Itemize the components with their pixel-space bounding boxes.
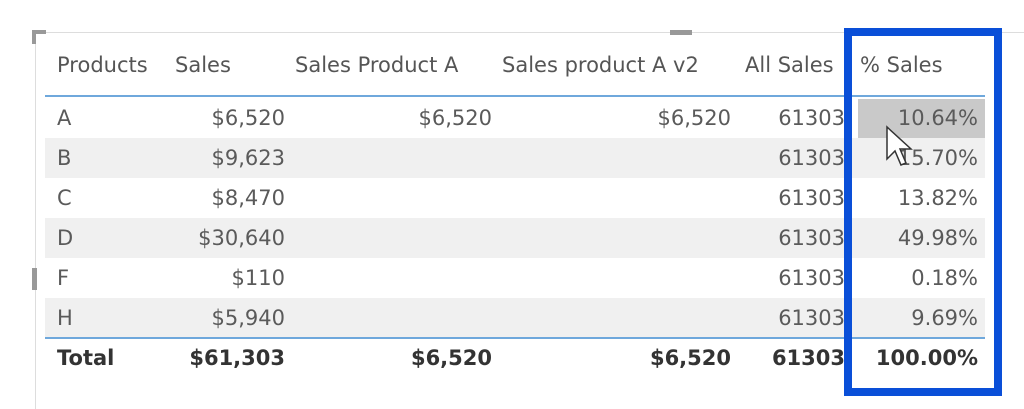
table-cell: $8,470 <box>211 186 285 210</box>
table-cell: $30,640 <box>198 226 285 250</box>
frame-handle <box>670 30 692 35</box>
visual-frame <box>35 32 1024 409</box>
highlight-box <box>844 28 1002 396</box>
table-cell: $110 <box>231 266 285 290</box>
mouse-cursor <box>886 125 913 166</box>
table-cell: 10.64% <box>897 106 978 130</box>
table-cell: 0.18% <box>911 266 978 290</box>
table-cell: A <box>57 106 72 130</box>
table-cell: $6,520 <box>418 106 492 130</box>
table-cell: 61303 <box>778 306 845 330</box>
total-cell: 61303 <box>771 346 845 370</box>
table-cell: 61303 <box>778 186 845 210</box>
table-cell: 61303 <box>778 266 845 290</box>
table-cell: 15.70% <box>897 146 978 170</box>
header-line <box>45 95 985 97</box>
total-cell: Total <box>57 346 115 370</box>
table-cell <box>295 258 492 298</box>
table-cell <box>502 258 731 298</box>
table-cell: 49.98% <box>897 226 978 250</box>
table-cell <box>502 178 731 218</box>
table-cell: C <box>57 186 72 210</box>
table-cell: $6,520 <box>657 106 731 130</box>
table-cell: 13.82% <box>897 186 978 210</box>
table-cell: B <box>57 146 72 170</box>
total-cell: 100.00% <box>875 346 978 370</box>
table-cell: 61303 <box>778 226 845 250</box>
table-cell: H <box>57 306 73 330</box>
column-header: All Sales <box>745 53 834 77</box>
table-cell <box>295 298 492 338</box>
row-band <box>45 298 985 338</box>
total-cell: $6,520 <box>410 346 492 370</box>
total-line <box>45 337 985 339</box>
table-cell <box>295 138 492 178</box>
table-cell: 61303 <box>778 146 845 170</box>
frame-corner <box>32 30 46 44</box>
table-cell: $9,623 <box>211 146 285 170</box>
selected-cell <box>858 99 985 138</box>
column-header: Sales <box>175 53 231 77</box>
column-header: Products <box>57 53 148 77</box>
table-cell <box>502 218 731 258</box>
table-cell <box>502 298 731 338</box>
table-cell: $6,520 <box>211 106 285 130</box>
row-band <box>45 138 985 178</box>
row-band <box>45 218 985 258</box>
total-cell: $61,303 <box>189 346 285 370</box>
table-cell: 61303 <box>778 106 845 130</box>
table-cell: $5,940 <box>211 306 285 330</box>
column-header: Sales Product A <box>295 53 459 77</box>
column-header: % Sales <box>860 53 943 77</box>
table-cell: F <box>57 266 70 290</box>
table-cell: D <box>57 226 74 250</box>
column-header: Sales product A v2 <box>502 53 699 77</box>
frame-handle <box>32 268 37 290</box>
table-cell <box>295 178 492 218</box>
table-cell: 9.69% <box>911 306 978 330</box>
table-cell <box>502 138 731 178</box>
total-cell: $6,520 <box>649 346 731 370</box>
table-cell <box>295 218 492 258</box>
